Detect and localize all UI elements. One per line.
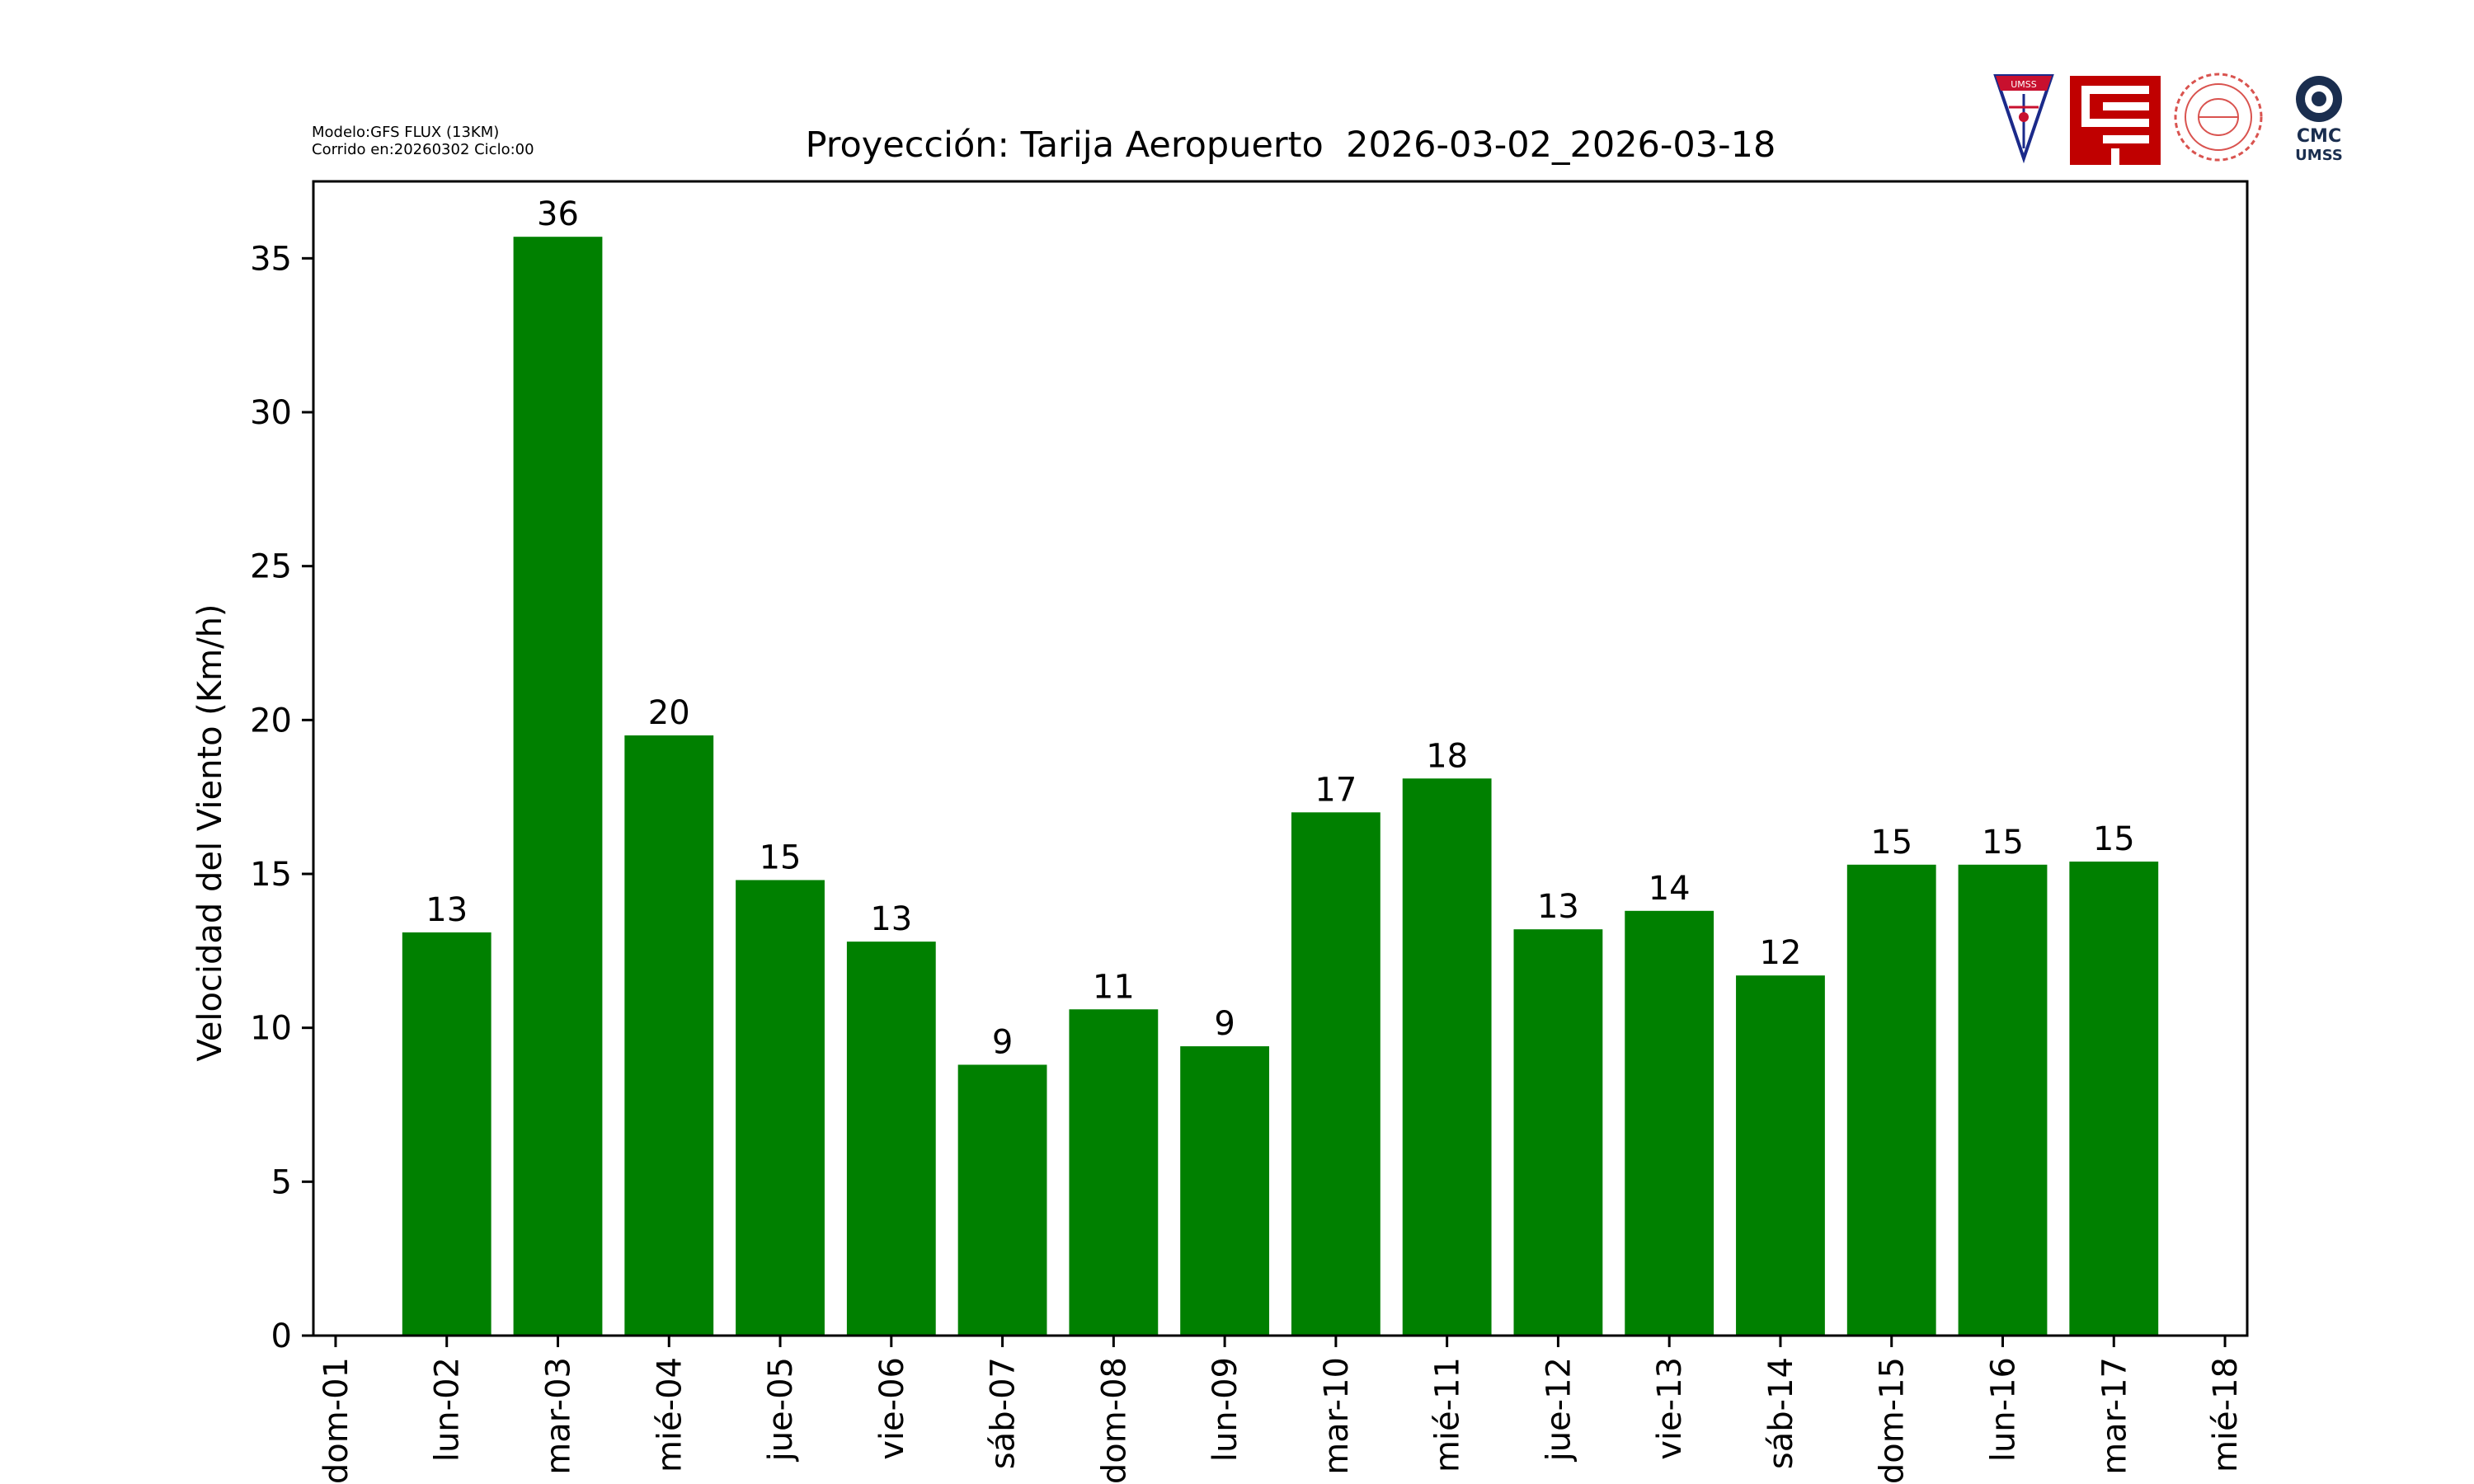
- value-label-mar-03: 36: [537, 195, 579, 233]
- x-tick-label: vie-13: [1651, 1357, 1689, 1460]
- value-label-sáb-14: 12: [1760, 934, 1802, 972]
- bar-mié-04: [624, 735, 714, 1336]
- bar-sáb-14: [1736, 975, 1825, 1336]
- bar-sáb-07: [957, 1064, 1047, 1336]
- y-tick-label: 0: [271, 1317, 292, 1355]
- institution-logos: UMSS CMC UMSS: [1993, 73, 2343, 165]
- fcyt-logo: [2070, 76, 2161, 165]
- chart-title: Proyección: Tarija Aeropuerto 2026-03-02…: [806, 124, 1776, 166]
- value-label-mié-04: 20: [648, 694, 690, 732]
- value-label-dom-15: 15: [1870, 824, 1912, 862]
- value-label-jue-12: 13: [1537, 888, 1579, 926]
- bar-mar-17: [2069, 862, 2159, 1336]
- value-label-jue-05: 15: [760, 838, 802, 876]
- value-label-sáb-07: 9: [992, 1023, 1013, 1061]
- y-tick-label: 20: [250, 702, 292, 740]
- x-tick-label: jue-12: [1540, 1357, 1578, 1462]
- y-tick-label: 30: [250, 394, 292, 432]
- bar-vie-06: [846, 942, 936, 1336]
- value-label-vie-06: 13: [870, 900, 912, 938]
- bar-dom-15: [1846, 864, 1936, 1336]
- x-tick-label: vie-06: [873, 1357, 911, 1460]
- plot-frame: [312, 180, 2249, 1337]
- x-tick-label: mié-11: [1429, 1357, 1467, 1472]
- umss-shield-logo: UMSS: [1993, 74, 2054, 164]
- bar-vie-13: [1625, 910, 1714, 1336]
- y-tick-label: 25: [250, 548, 292, 586]
- bar-mar-03: [513, 237, 603, 1336]
- svg-text:UMSS: UMSS: [2011, 79, 2037, 90]
- value-label-lun-09: 9: [1214, 1005, 1235, 1043]
- y-tick-label: 15: [250, 856, 292, 894]
- x-tick-label: mar-17: [2095, 1357, 2133, 1475]
- x-tick-label: sáb-07: [985, 1357, 1023, 1469]
- y-axis-label: Velocidad del Viento (Km/h): [191, 603, 229, 1061]
- bar-lun-09: [1180, 1046, 1270, 1336]
- value-label-lun-16: 15: [1982, 824, 2024, 862]
- y-tick-label: 5: [271, 1163, 292, 1201]
- value-label-lun-02: 13: [426, 891, 468, 929]
- y-tick-label: 10: [250, 1010, 292, 1048]
- bar-lun-16: [1958, 864, 2048, 1336]
- x-tick-label: mar-03: [539, 1357, 577, 1475]
- x-tick-label: mar-10: [1318, 1357, 1356, 1475]
- x-tick-label: sáb-14: [1762, 1357, 1800, 1469]
- bar-dom-08: [1069, 1009, 1159, 1336]
- x-tick-label: mié-18: [2207, 1357, 2245, 1472]
- bar-mié-11: [1402, 778, 1492, 1336]
- x-tick-label: mié-04: [651, 1357, 689, 1472]
- cmc-umss-logo: CMC UMSS: [2295, 76, 2343, 164]
- value-label-vie-13: 14: [1649, 870, 1691, 908]
- x-tick-label: lun-02: [429, 1357, 467, 1462]
- bar-mar-10: [1291, 812, 1380, 1336]
- bar-jue-12: [1513, 929, 1603, 1336]
- x-tick-label: dom-15: [1874, 1357, 1912, 1484]
- x-tick-label: lun-09: [1206, 1357, 1244, 1462]
- svg-text:UMSS: UMSS: [2295, 147, 2343, 164]
- y-tick-label: 35: [250, 240, 292, 278]
- svg-text:CMC: CMC: [2297, 126, 2341, 147]
- value-label-mié-11: 18: [1426, 737, 1468, 775]
- value-label-dom-08: 11: [1093, 968, 1135, 1006]
- run-info: Corrido en:20260302 Ciclo:00: [312, 141, 534, 158]
- x-tick-label: dom-01: [317, 1357, 355, 1484]
- value-label-mar-17: 15: [2093, 820, 2135, 858]
- bar-jue-05: [736, 880, 825, 1336]
- value-label-mar-10: 17: [1315, 771, 1357, 809]
- bar-lun-02: [402, 932, 492, 1336]
- physics-department-seal: [2174, 73, 2263, 162]
- x-tick-label: dom-08: [1095, 1357, 1133, 1484]
- x-tick-label: lun-16: [1985, 1357, 2023, 1462]
- x-tick-label: jue-05: [762, 1357, 800, 1462]
- model-info: Modelo:GFS FLUX (13KM): [312, 124, 500, 141]
